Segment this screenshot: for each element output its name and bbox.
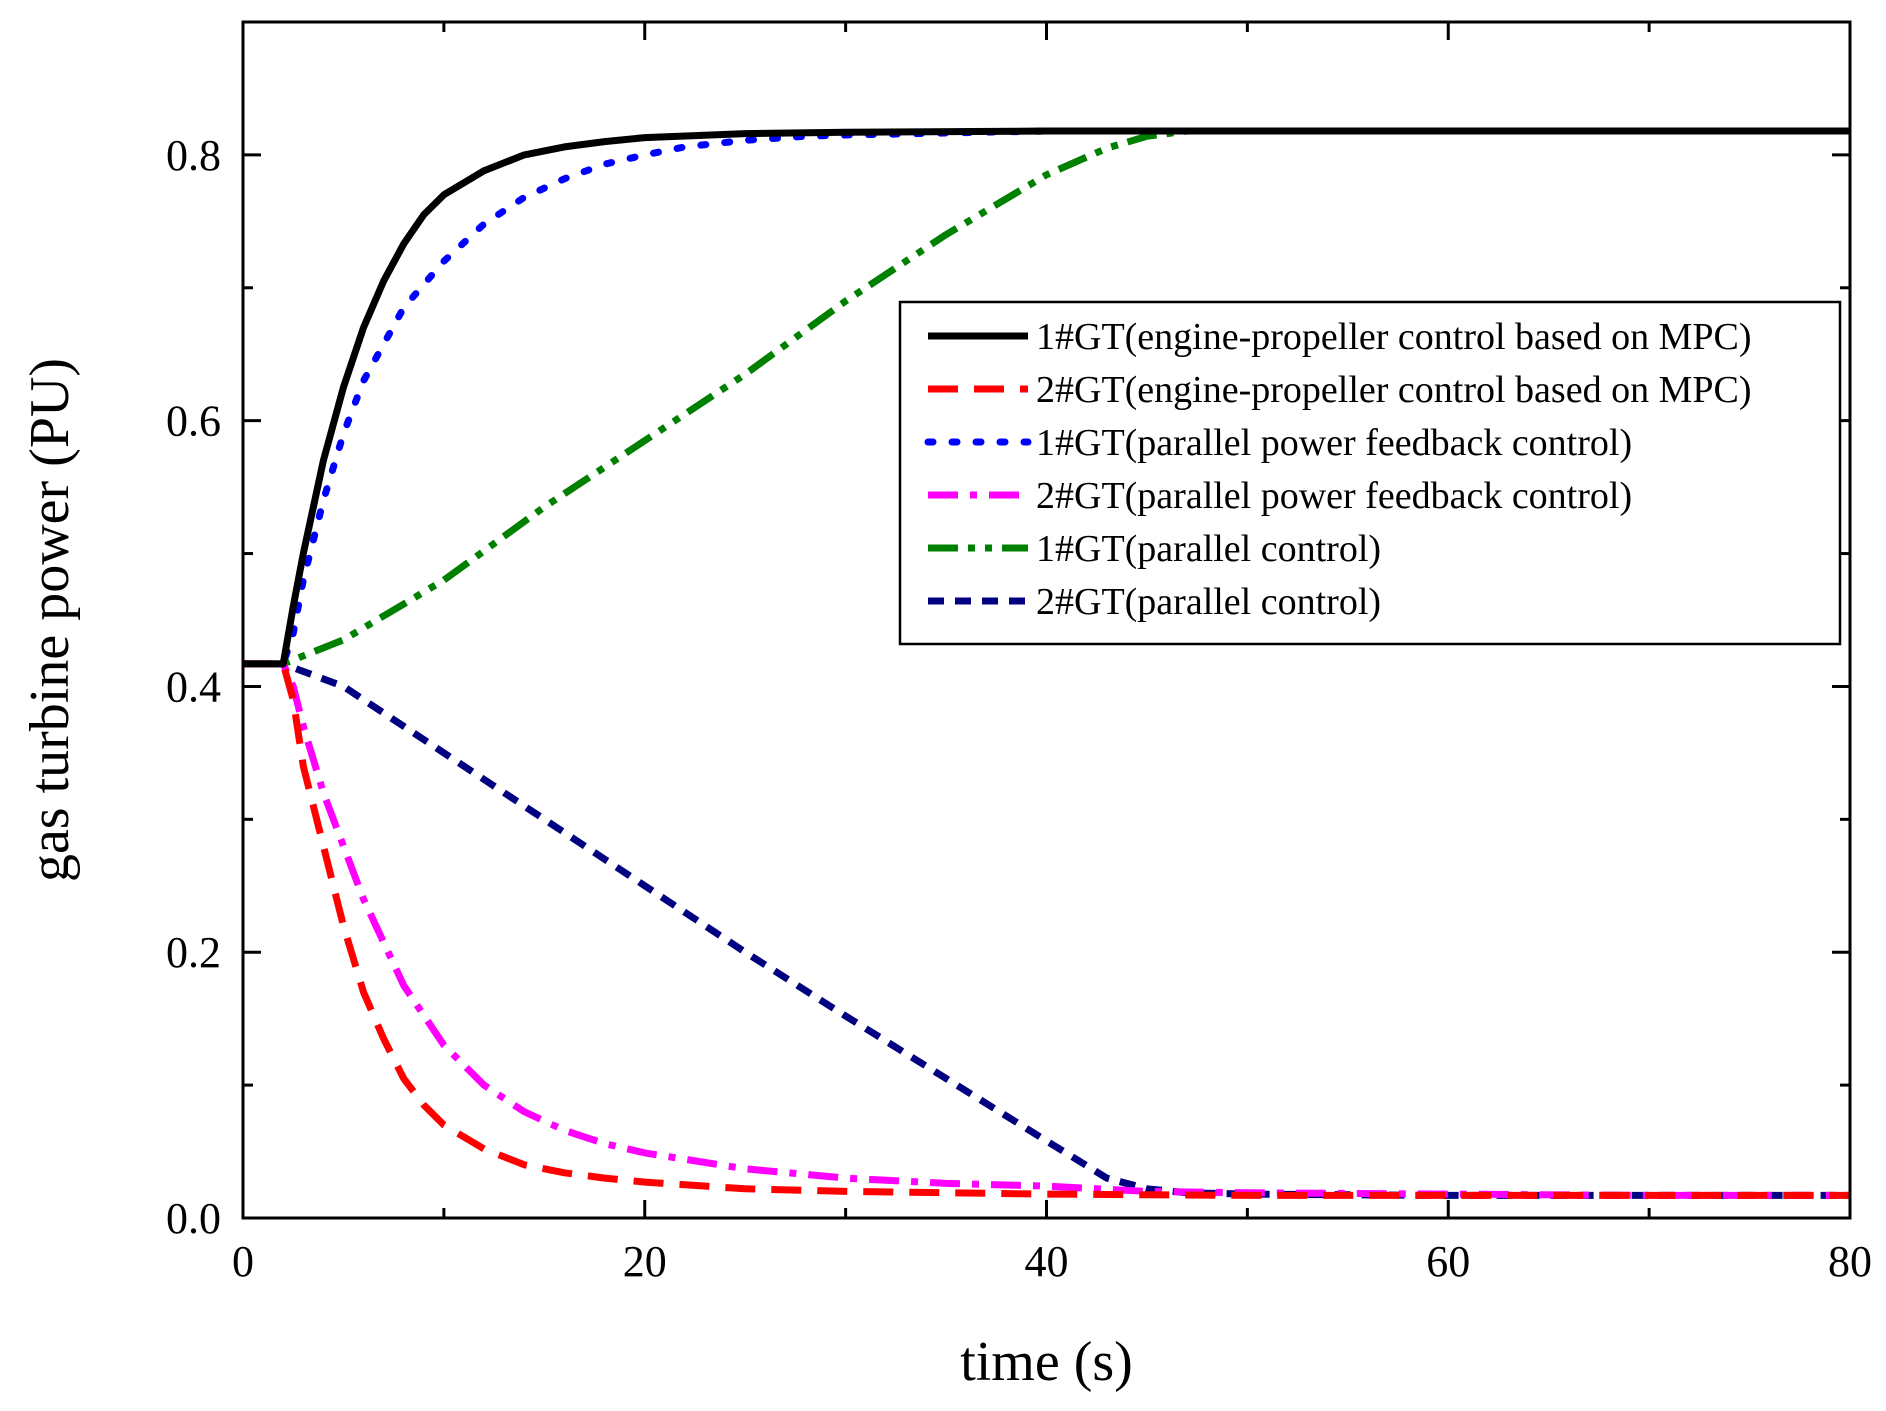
legend-label-5: 1#GT(parallel control) — [1036, 528, 1381, 570]
legend-label-4: 2#GT(parallel power feedback control) — [1036, 475, 1632, 517]
legend-label-2: 2#GT(engine-propeller control based on M… — [1036, 369, 1752, 411]
series-line-4 — [243, 660, 1850, 1199]
y-tick-label: 0.4 — [166, 662, 221, 711]
x-tick-label: 80 — [1828, 1237, 1872, 1286]
x-tick-label: 20 — [623, 1237, 667, 1286]
y-axis-title: gas turbine power (PU) — [19, 358, 81, 882]
legend-label-6: 2#GT(parallel control) — [1036, 581, 1381, 623]
y-tick-label: 0.8 — [166, 131, 221, 180]
ticks-layer: 0 20 40 60 80 0.0 0.2 0.4 0.6 0.8 — [166, 22, 1872, 1286]
y-tick-label: 0.0 — [166, 1194, 221, 1243]
series-layer — [243, 127, 1850, 1199]
x-tick-label: 40 — [1025, 1237, 1069, 1286]
x-tick-label: 0 — [232, 1237, 254, 1286]
series-line-2 — [243, 660, 1850, 1199]
legend-label-3: 1#GT(parallel power feedback control) — [1036, 422, 1632, 464]
legend: 1#GT(engine-propeller control based on M… — [898, 300, 1842, 646]
x-tick-label: 60 — [1426, 1237, 1470, 1286]
series-line-1 — [243, 127, 1850, 668]
legend-box — [898, 300, 1842, 646]
y-tick-label: 0.2 — [166, 928, 221, 977]
x-axis-title: time (s) — [960, 1331, 1133, 1393]
y-tick-label: 0.6 — [166, 397, 221, 446]
legend-label-1: 1#GT(engine-propeller control based on M… — [1036, 316, 1752, 358]
